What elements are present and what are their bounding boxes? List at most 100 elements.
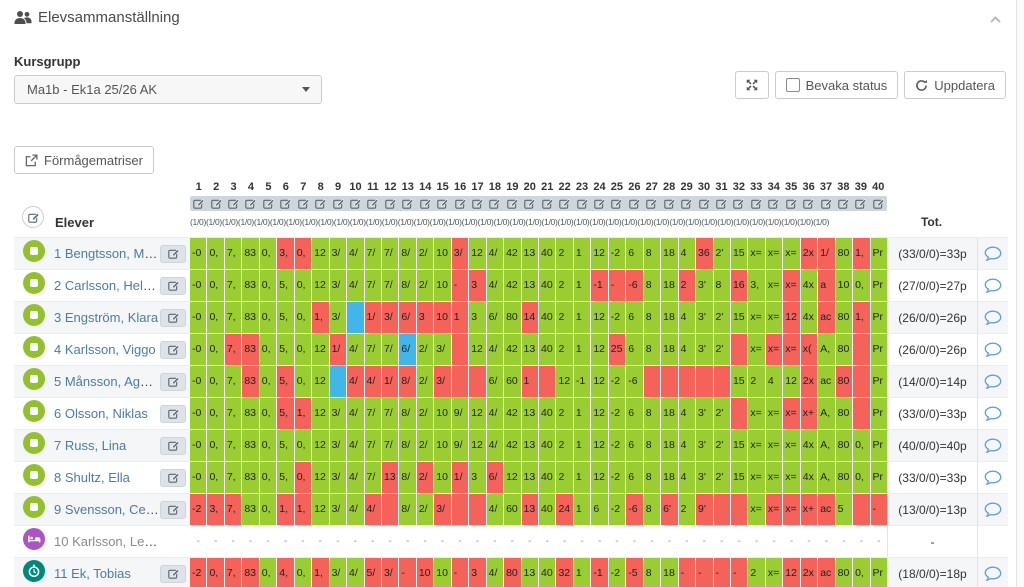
matrix-cell[interactable]: 4/ [486,270,504,301]
matrix-cell[interactable]: x= [765,334,783,365]
matrix-cell[interactable]: -2 [190,558,207,587]
matrix-cell[interactable]: 7/ [381,270,399,301]
matrix-cell[interactable]: 2/ [416,238,434,269]
matrix-cell[interactable]: 0, [294,558,312,587]
matrix-cell[interactable]: 0, [207,334,224,365]
matrix-cell[interactable]: 5, [277,430,294,461]
matrix-cell[interactable]: 13 [521,558,538,587]
matrix-cell[interactable]: -0 [190,462,207,493]
matrix-cell[interactable]: x= [783,494,800,525]
matrix-cell[interactable]: 0, [207,302,224,333]
matrix-cell[interactable]: 8 [643,270,661,301]
matrix-cell[interactable]: 2x [800,366,818,397]
matrix-cell[interactable]: - [283,535,288,547]
matrix-cell[interactable]: 4 [678,302,696,333]
column-edit-button[interactable] [785,198,798,209]
matrix-cell[interactable]: 4 [678,398,696,429]
column-edit-button[interactable] [838,198,850,209]
matrix-cell[interactable]: 83 [242,398,259,429]
matrix-cell[interactable]: - [807,535,811,547]
matrix-cell[interactable]: 10 [434,302,451,333]
matrix-cell[interactable]: 80 [504,558,521,587]
matrix-cell[interactable] [451,366,469,397]
matrix-cell[interactable]: - [196,535,200,547]
matrix-cell[interactable]: - [877,535,881,547]
matrix-cell[interactable]: 3/ [451,238,469,269]
matrix-cell[interactable]: -0 [190,398,207,429]
column-edit-button[interactable] [663,198,676,209]
matrix-cell[interactable]: 12 [312,398,329,429]
matrix-cell[interactable]: 10 [434,238,451,269]
student-name-link[interactable]: 7 Russ, Lina [54,438,127,453]
matrix-cell[interactable]: 7, [224,462,242,493]
matrix-cell[interactable]: 15 [730,462,748,493]
matrix-cell[interactable]: 3/ [329,398,347,429]
matrix-cell[interactable]: 7/ [364,270,381,301]
matrix-cell[interactable]: 12 [783,302,800,333]
matrix-cell[interactable]: 5 [835,494,853,525]
matrix-cell[interactable] [469,366,486,397]
matrix-cell[interactable] [469,494,486,525]
matrix-cell[interactable]: 2/ [416,462,434,493]
matrix-cell[interactable]: 7/ [381,430,399,461]
matrix-cell[interactable]: 0, [294,238,312,269]
uppdatera-button[interactable]: Uppdatera [904,71,1006,99]
matrix-cell[interactable] [853,334,870,365]
matrix-cell[interactable]: -0 [190,334,207,365]
column-edit-button[interactable] [367,198,379,209]
column-edit-button[interactable] [489,198,501,209]
matrix-cell[interactable]: ac [818,366,835,397]
matrix-cell[interactable]: -5 [626,558,643,587]
matrix-cell[interactable]: 5, [277,302,294,333]
matrix-cell[interactable]: 0, [259,366,277,397]
matrix-cell[interactable]: 0, [853,430,870,461]
matrix-cell[interactable]: 1 [573,494,591,525]
matrix-cell[interactable]: 5, [277,270,294,301]
matrix-cell[interactable]: x= [765,270,783,301]
matrix-cell[interactable]: A, [818,334,835,365]
matrix-cell[interactable]: 4/ [486,430,504,461]
matrix-cell[interactable]: 9/ [451,430,469,461]
matrix-cell[interactable]: - [650,535,654,547]
matrix-cell[interactable]: 2/ [416,366,434,397]
matrix-cell[interactable]: 13 [521,238,538,269]
matrix-cell[interactable]: x= [748,302,765,333]
matrix-cell[interactable]: 3/ [329,494,347,525]
kursgrupp-select[interactable]: Ma1b - Ek1a 25/26 AK [14,75,322,104]
matrix-cell[interactable]: x= [765,494,783,525]
matrix-cell[interactable]: 2 [748,366,765,397]
column-edit-button[interactable] [716,198,728,209]
matrix-cell[interactable] [678,366,696,397]
comment-icon[interactable] [984,405,1002,422]
matrix-cell[interactable]: 1 [573,334,591,365]
matrix-cell[interactable]: 4/ [486,238,504,269]
matrix-cell[interactable]: 13 [521,334,538,365]
matrix-cell[interactable]: - [301,535,305,547]
matrix-cell[interactable]: 7, [224,302,242,333]
matrix-cell[interactable]: 4x [800,430,818,461]
matrix-cell[interactable]: - [231,535,235,547]
matrix-cell[interactable]: 7/ [364,398,381,429]
matrix-cell[interactable]: 12 [469,398,486,429]
matrix-cell[interactable]: - [213,535,218,547]
matrix-cell[interactable]: 4, [277,558,294,587]
student-edit-button[interactable] [160,404,186,423]
matrix-cell[interactable]: 80 [835,366,853,397]
matrix-cell[interactable]: - [405,535,410,547]
matrix-cell[interactable]: 6 [626,398,643,429]
matrix-cell[interactable]: 6 [626,334,643,365]
matrix-cell[interactable]: 0, [207,558,224,587]
matrix-cell[interactable]: 0, [259,398,277,429]
matrix-cell[interactable]: 6/ [399,302,416,333]
column-edit-button[interactable] [228,198,240,209]
matrix-cell[interactable]: 3' [696,430,713,461]
matrix-cell[interactable]: - [493,535,497,547]
matrix-cell[interactable]: 12 [312,238,329,269]
matrix-cell[interactable]: 80 [835,334,853,365]
matrix-cell[interactable]: - [388,535,392,547]
matrix-cell[interactable] [853,398,870,429]
matrix-cell[interactable]: 18 [661,238,678,269]
scrollbar[interactable] [1016,0,1024,587]
student-edit-button[interactable] [160,564,186,583]
matrix-cell[interactable]: 83 [242,302,259,333]
